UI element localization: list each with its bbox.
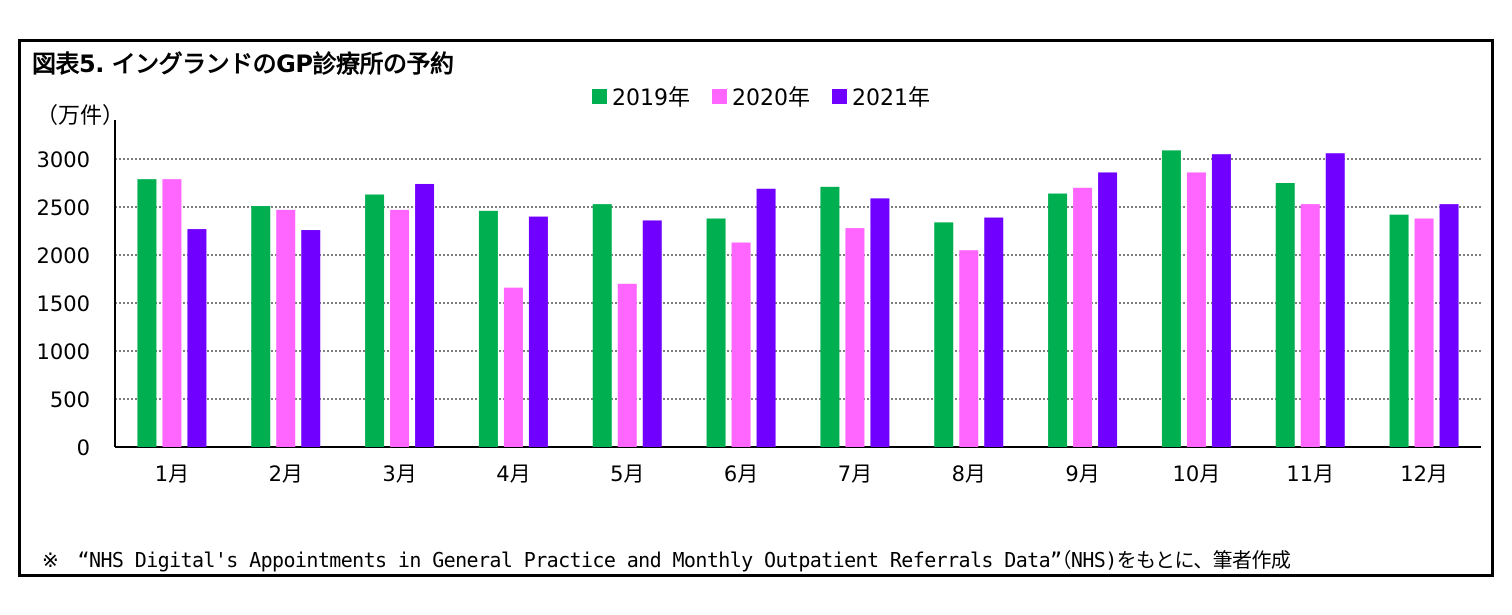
x-tick-label-2: 2月 [269,462,303,486]
legend-item-2021: 2021年 [832,80,930,112]
bar-2019年-8月 [934,222,954,447]
y-tick-label-0: 0 [77,436,90,460]
y-tick-label-500: 500 [50,388,90,412]
bar-2020年-3月 [390,209,410,447]
bar-2021年-11月 [1325,153,1345,448]
chart-frame [18,39,1494,577]
bar-2021年-1月 [187,229,207,447]
x-tick-label-1: 1月 [155,462,189,486]
y-tick-label-3000: 3000 [37,148,90,172]
x-tick-label-9: 9月 [1065,462,1099,486]
bar-2019年-12月 [1389,214,1409,447]
x-tick-label-7: 7月 [838,462,872,486]
y-axis-unit-label: （万件） [36,104,125,129]
bar-2020年-1月 [162,179,182,447]
legend: 2019年 2020年 2021年 [592,80,930,112]
bar-2021年-10月 [1211,154,1231,447]
bar-2021年-2月 [301,230,321,447]
bar-2020年-8月 [959,250,979,447]
legend-swatch-2019 [592,88,607,104]
bar-2021年-8月 [984,217,1004,447]
bar-2019年-7月 [820,186,840,447]
bar-2021年-6月 [756,188,776,447]
bar-2020年-2月 [276,209,296,447]
legend-item-2020: 2020年 [712,80,810,112]
legend-label-2020: 2020年 [732,86,810,111]
source-note: ※ “NHS Digital's Appointments in General… [42,548,1291,572]
bar-2021年-12月 [1439,204,1459,447]
x-tick-label-10: 10月 [1173,462,1221,486]
x-tick-label-6: 6月 [724,462,758,486]
bar-2020年-12月 [1414,218,1434,447]
legend-label-2021: 2021年 [852,86,930,111]
bar-2020年-9月 [1073,187,1093,448]
bar-2019年-5月 [592,204,612,447]
bar-2020年-5月 [617,283,637,447]
legend-item-2019: 2019年 [592,80,690,112]
bar-2019年-10月 [1161,150,1181,448]
x-tick-label-12: 12月 [1400,462,1448,486]
bar-2021年-4月 [528,216,548,447]
y-tick-label-2000: 2000 [37,244,90,268]
bar-2020年-10月 [1186,172,1206,447]
y-tick-label-1000: 1000 [37,340,90,364]
x-tick-label-5: 5月 [610,462,644,486]
bar-2019年-11月 [1275,183,1295,447]
bar-2021年-3月 [415,183,435,447]
y-tick-label-1500: 1500 [37,292,90,316]
bar-2019年-4月 [478,210,498,447]
y-tick-label-2500: 2500 [37,196,90,220]
bar-2019年-9月 [1048,193,1068,447]
x-tick-label-11: 11月 [1286,462,1334,486]
bar-2019年-2月 [251,206,271,447]
bar-2021年-9月 [1098,172,1118,447]
bar-2019年-1月 [137,179,157,447]
bar-2020年-4月 [503,287,523,447]
bar-2021年-5月 [642,220,662,447]
chart-title: 図表5. イングランドのGP診療所の予約 [32,50,454,78]
legend-swatch-2020 [712,88,727,104]
bar-2020年-11月 [1300,204,1320,447]
bar-2021年-7月 [870,198,890,447]
legend-label-2019: 2019年 [612,86,690,111]
x-tick-label-4: 4月 [496,462,530,486]
bar-2020年-7月 [845,228,865,447]
bar-2019年-6月 [706,218,726,447]
x-tick-label-3: 3月 [382,462,416,486]
bar-2020年-6月 [731,242,751,447]
legend-swatch-2021 [832,88,847,104]
bar-2019年-3月 [365,194,385,447]
x-tick-label-8: 8月 [952,462,986,486]
